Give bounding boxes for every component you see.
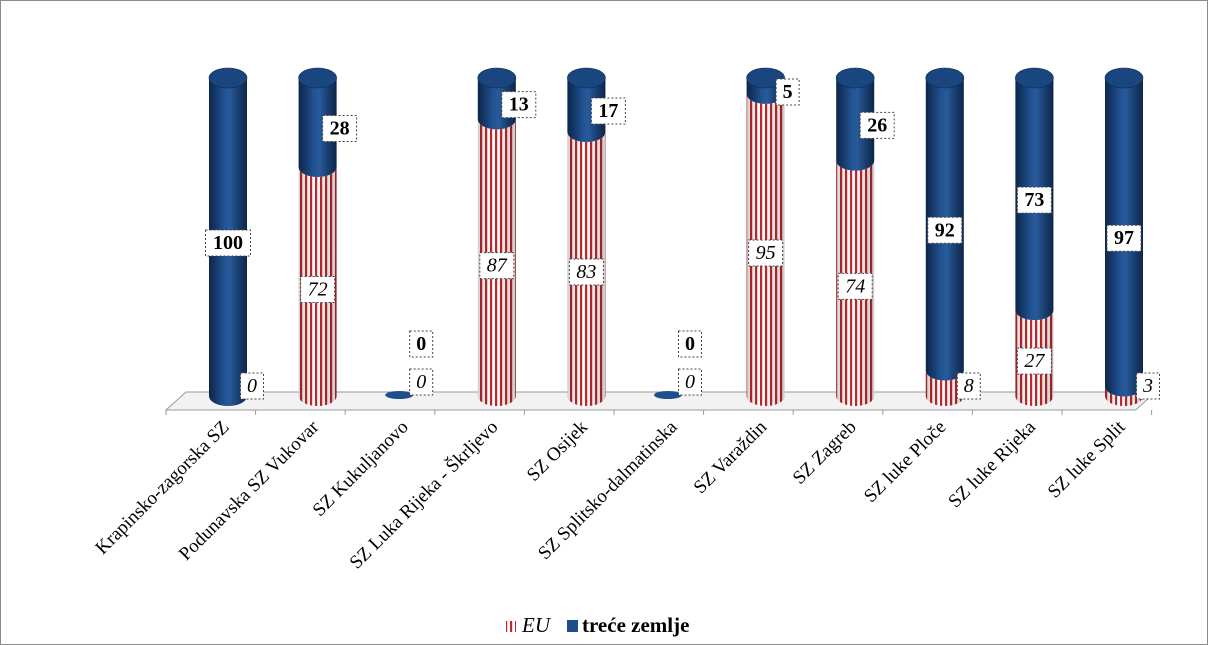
label-treca-sz-luke-rijeka: 73	[1016, 186, 1052, 214]
svg-text:28: 28	[330, 118, 350, 140]
category-label-sz-osijek: SZ Osijek	[523, 416, 592, 485]
bar-top-sz-luka-rijeka-skrljevo	[477, 67, 517, 89]
svg-text:0: 0	[247, 375, 257, 397]
label-treca-podunavska-sz-vukovar: 28	[322, 115, 358, 143]
category-label-sz-luke-split: SZ luke Split	[1044, 416, 1130, 502]
svg-text:97: 97	[1114, 227, 1134, 249]
svg-text:95: 95	[756, 242, 776, 264]
category-label-sz-kukuljanovo: SZ Kukuljanovo	[309, 417, 413, 521]
legend-swatch-eu	[506, 621, 516, 632]
empty-marker-sz-kukuljanovo	[385, 391, 414, 399]
category-label-sz-luka-rijeka-skrljevo: SZ Luka Rijeka - Škrljevo	[345, 416, 502, 573]
bar-treca-sz-varazdin	[746, 78, 785, 104]
svg-text:0: 0	[685, 333, 695, 355]
bar-top-sz-luke-split	[1104, 67, 1144, 89]
label-treca-sz-luke-split: 97	[1106, 224, 1142, 252]
legend-label-eu: EU	[521, 613, 552, 637]
label-treca-sz-splitsko-dalmatinska: 0	[678, 330, 702, 358]
svg-text:74: 74	[845, 275, 865, 297]
bar-top-sz-luke-ploce	[925, 67, 965, 89]
label-treca-sz-varazdin: 5	[775, 78, 800, 106]
label-treca-sz-zagreb: 26	[859, 111, 895, 139]
svg-text:0: 0	[416, 333, 426, 355]
svg-text:72: 72	[308, 279, 328, 301]
svg-text:73: 73	[1024, 189, 1044, 211]
bar-treca-sz-zagreb	[836, 78, 875, 171]
legend: EU treće zemlje	[506, 613, 689, 637]
label-eu-sz-kukuljanovo: 0	[409, 368, 434, 396]
label-treca-sz-osijek: 17	[590, 97, 626, 125]
legend-swatch-treca	[567, 620, 578, 632]
svg-text:3: 3	[1142, 375, 1153, 397]
label-eu-sz-luke-split: 3	[1136, 372, 1160, 400]
svg-text:92: 92	[935, 219, 955, 241]
svg-text:100: 100	[213, 232, 243, 254]
legend-label-treca: treće zemlje	[582, 613, 689, 637]
label-treca-sz-luka-rijeka-skrljevo: 13	[501, 91, 537, 119]
category-label-sz-zagreb: SZ Zagreb	[789, 417, 861, 489]
bar-treca-podunavska-sz-vukovar	[298, 78, 337, 178]
label-eu-sz-varazdin: 95	[748, 239, 784, 267]
category-label-sz-luke-rijeka: SZ luke Rijeka	[944, 416, 1040, 512]
category-label-sz-luke-ploce: SZ luke Ploče	[860, 417, 950, 507]
bar-top-krapinsko-zagorska-sz	[208, 67, 248, 89]
category-label-sz-varazdin: SZ Varaždin	[690, 416, 772, 498]
label-eu-krapinsko-zagorska-sz: 0	[240, 372, 264, 400]
label-eu-podunavska-sz-vukovar: 72	[300, 276, 336, 304]
label-eu-sz-osijek: 83	[568, 258, 604, 286]
empty-marker-sz-splitsko-dalmatinska	[654, 391, 682, 399]
svg-text:83: 83	[576, 261, 596, 283]
bar-top-sz-osijek	[567, 67, 606, 89]
svg-text:0: 0	[416, 371, 426, 393]
svg-text:8: 8	[964, 375, 974, 397]
bar-top-sz-varazdin	[746, 67, 785, 89]
svg-text:0: 0	[685, 371, 695, 393]
bar-top-podunavska-sz-vukovar	[298, 67, 337, 89]
bar-eu-sz-luke-ploce	[925, 370, 964, 407]
svg-text:5: 5	[783, 81, 793, 103]
label-treca-sz-luke-ploce: 92	[927, 216, 963, 244]
svg-text:27: 27	[1024, 350, 1045, 372]
bar-eu-sz-luke-split	[1105, 386, 1143, 406]
label-eu-sz-luke-ploce: 8	[956, 372, 981, 400]
bar-top-sz-zagreb	[835, 67, 875, 89]
svg-text:17: 17	[598, 100, 618, 122]
bar-treca-sz-osijek	[567, 78, 606, 143]
label-treca-krapinsko-zagorska-sz: 100	[205, 229, 251, 257]
label-eu-sz-splitsko-dalmatinska: 0	[678, 368, 702, 396]
svg-text:87: 87	[487, 255, 508, 277]
svg-text:13: 13	[509, 94, 529, 116]
label-eu-sz-luka-rijeka-skrljevo: 87	[479, 252, 515, 280]
svg-text:26: 26	[867, 114, 887, 136]
bar-top-sz-luke-rijeka	[1015, 67, 1054, 89]
label-eu-sz-luke-rijeka: 27	[1016, 347, 1052, 375]
label-eu-sz-zagreb: 74	[837, 272, 873, 300]
label-treca-sz-kukuljanovo: 0	[409, 330, 434, 358]
